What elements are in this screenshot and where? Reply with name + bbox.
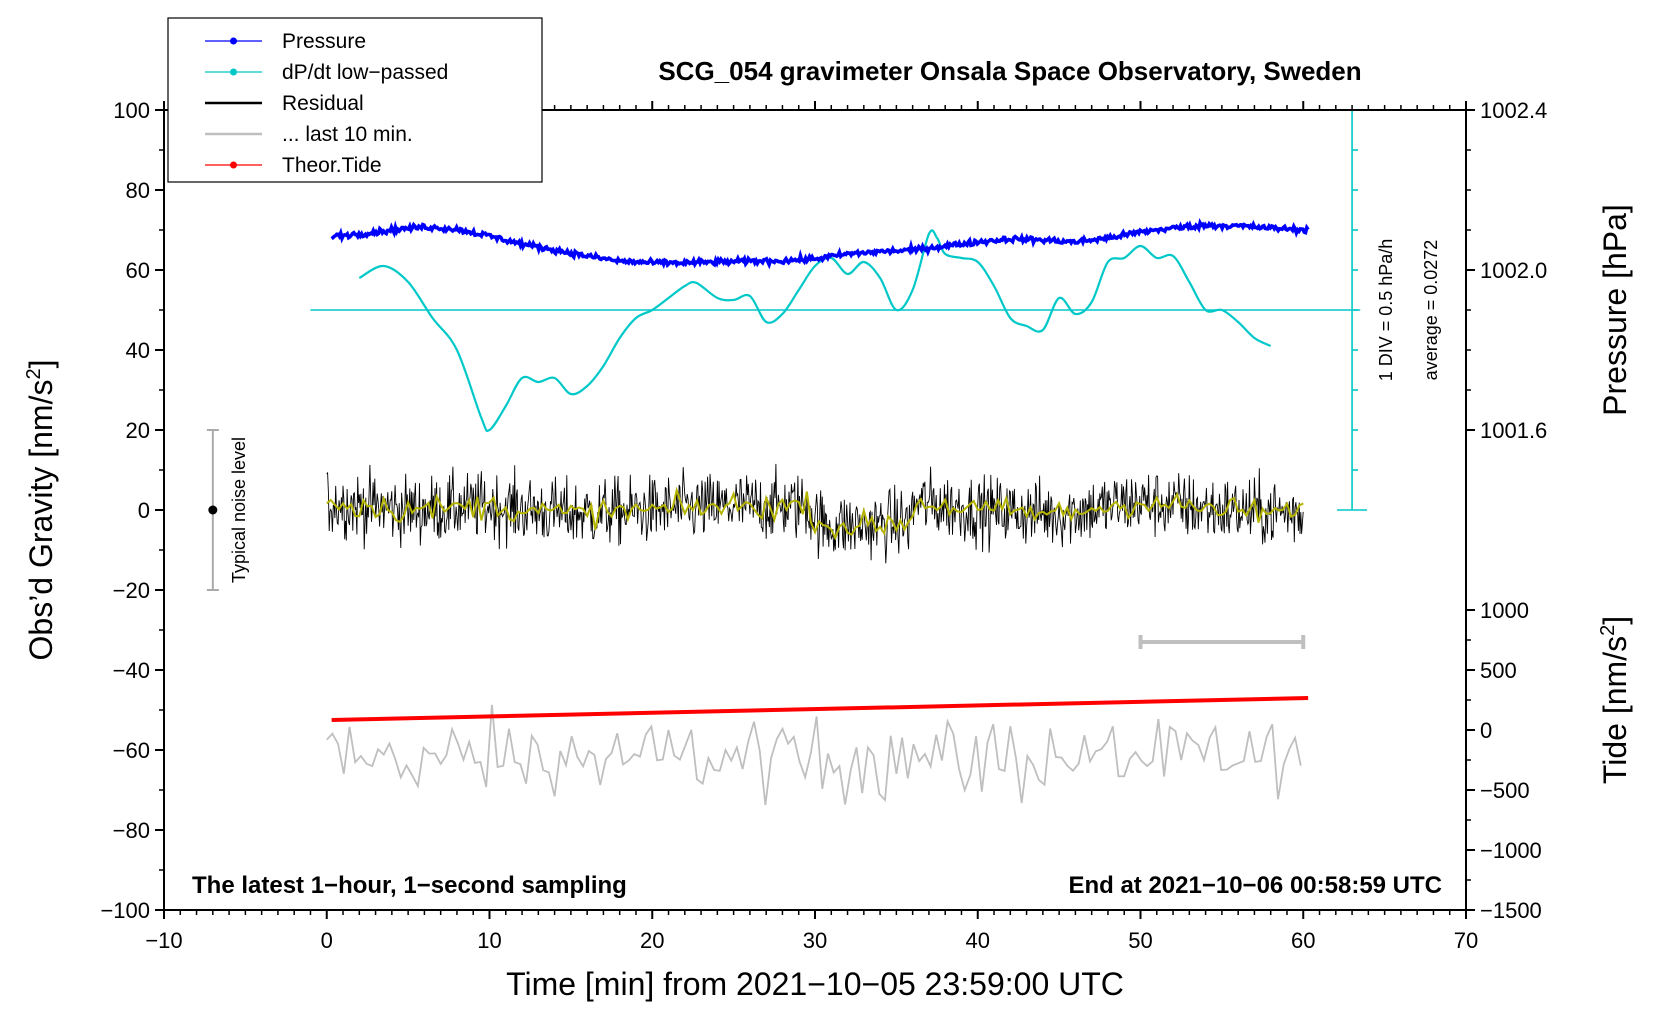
legend-label: Theor.Tide bbox=[282, 154, 382, 177]
legend: Pressure dP/dt low−passed Residual ... last… bbox=[167, 17, 543, 183]
y-axis-label-left-main: Obs’d Gravity [nm/s bbox=[23, 380, 59, 661]
y-tick-label: −100 bbox=[100, 898, 150, 923]
x-tick-label: 70 bbox=[1454, 928, 1478, 953]
sampling-note: The latest 1−hour, 1−second sampling bbox=[192, 872, 627, 899]
y-axis-label-tide-end: ] bbox=[1597, 616, 1633, 625]
pressure-tick-label: 1001.6 bbox=[1480, 418, 1547, 443]
tide-tick-label: 0 bbox=[1480, 718, 1492, 743]
y-axis-label-pressure: Pressure [hPa] bbox=[1597, 204, 1633, 416]
y-axis-label-tide: Tide [nm/s2] bbox=[1597, 616, 1633, 784]
legend-box bbox=[167, 17, 543, 183]
y-tick-label: 100 bbox=[113, 98, 150, 123]
y-axis-label-left: Obs’d Gravity [nm/s2] bbox=[23, 360, 59, 661]
y-axis-label-left-sup: 2 bbox=[23, 368, 45, 379]
noise-level-label: Typical noise level bbox=[229, 437, 249, 583]
x-tick-label: 10 bbox=[477, 928, 501, 953]
legend-label: ... last 10 min. bbox=[282, 123, 413, 146]
y-tick-label: −60 bbox=[113, 738, 150, 763]
x-tick-label: 50 bbox=[1128, 928, 1152, 953]
tide-tick-label: −1500 bbox=[1480, 898, 1542, 923]
pressure-tick-label: 1002.4 bbox=[1480, 98, 1547, 123]
x-axis-label: Time [min] from 2021−10−05 23:59:00 UTC bbox=[506, 966, 1124, 1002]
x-tick-label: 60 bbox=[1291, 928, 1315, 953]
series-pressure bbox=[330, 217, 1310, 270]
tide-tick-label: 1000 bbox=[1480, 598, 1529, 623]
y-tick-label: 0 bbox=[138, 498, 150, 523]
x-tick-label: 20 bbox=[640, 928, 664, 953]
legend-marker bbox=[230, 161, 237, 169]
series-smoothed-residual bbox=[326, 486, 1304, 541]
axes-layer: −10 0 10 20 30 40 50 60 70−100−80−60−40−20020406… bbox=[100, 98, 1547, 953]
x-tick-label: 30 bbox=[803, 928, 827, 953]
y-tick-label: 40 bbox=[126, 338, 150, 363]
y-axis-label-tide-main: Tide [nm/s bbox=[1597, 636, 1633, 784]
series-theor-tide bbox=[331, 696, 1309, 722]
average-label: average = 0.0272 bbox=[1421, 240, 1441, 381]
y-tick-label: −20 bbox=[113, 578, 150, 603]
x-tick-label: 40 bbox=[966, 928, 990, 953]
legend-marker bbox=[230, 37, 237, 45]
end-time-note: End at 2021−10−06 00:58:59 UTC bbox=[1068, 872, 1442, 899]
x-tick-label: 0 bbox=[321, 928, 333, 953]
series-last-10-min bbox=[326, 704, 1302, 806]
legend-marker bbox=[230, 68, 237, 76]
plot-layer bbox=[206, 109, 1368, 806]
y-tick-label: 80 bbox=[126, 178, 150, 203]
tide-tick-label: −1000 bbox=[1480, 838, 1542, 863]
tide-tick-label: 500 bbox=[1480, 658, 1517, 683]
y-axis-label-left-end: ] bbox=[23, 360, 59, 369]
legend-label: dP/dt low−passed bbox=[282, 61, 448, 84]
y-tick-label: −40 bbox=[113, 658, 150, 683]
chart-title: SCG_054 gravimeter Onsala Space Observat… bbox=[658, 56, 1361, 86]
tide-tick-label: −500 bbox=[1480, 778, 1530, 803]
div-scale-label: 1 DIV = 0.5 hPa/h bbox=[1376, 239, 1396, 382]
legend-label: Residual bbox=[282, 92, 364, 115]
series-dpdt bbox=[358, 229, 1272, 432]
x-tick-label: −10 bbox=[145, 928, 182, 953]
y-tick-label: 20 bbox=[126, 418, 150, 443]
legend-label: Pressure bbox=[282, 30, 366, 53]
y-axis-label-tide-sup: 2 bbox=[1597, 625, 1619, 636]
noise-bar-center bbox=[208, 505, 218, 515]
y-tick-label: 60 bbox=[126, 258, 150, 283]
series-residual bbox=[326, 463, 1304, 564]
y-tick-label: −80 bbox=[113, 818, 150, 843]
pressure-tick-label: 1002.0 bbox=[1480, 258, 1547, 283]
